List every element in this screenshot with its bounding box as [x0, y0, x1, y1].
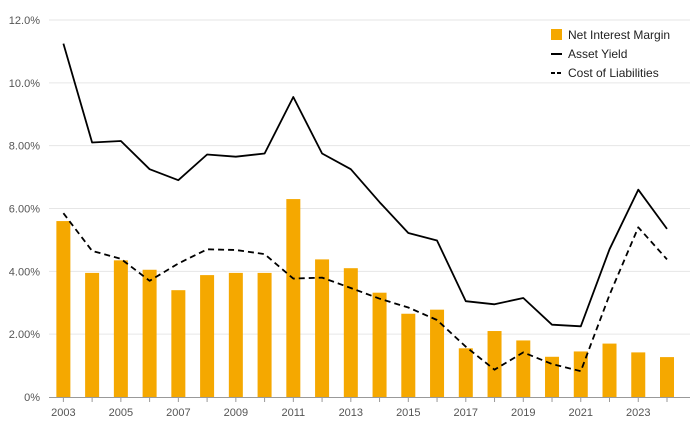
bar: [257, 272, 272, 397]
x-tick-label: 2007: [166, 407, 190, 419]
bar-series-net-interest-margin: [56, 199, 675, 397]
bar: [660, 357, 675, 397]
bar: [430, 309, 445, 397]
bar: [487, 331, 502, 397]
bar: [315, 259, 330, 397]
y-tick-label: 10.0%: [9, 78, 40, 90]
axes: 0% 2.00% 4.00% 6.00% 8.00% 10.0% 12.0% 2003 2005…: [9, 15, 690, 419]
bar: [516, 340, 531, 397]
legend-label: Cost of Liabilities: [568, 66, 659, 80]
y-tick-label: 4.00%: [9, 266, 40, 278]
series-line-cost-of-liabilities: [62, 212, 668, 373]
line-series: [62, 43, 668, 373]
bar: [200, 275, 215, 397]
bar: [545, 356, 560, 397]
bar: [171, 290, 186, 397]
bar: [142, 269, 157, 397]
x-tick-label: 2009: [224, 407, 248, 419]
legend-label: Net Interest Margin: [568, 28, 670, 42]
y-tick-label: 0%: [24, 392, 40, 404]
bar: [401, 313, 416, 397]
bar: [56, 221, 71, 397]
bar: [372, 292, 387, 397]
bar: [458, 348, 473, 397]
legend: Net Interest Margin Asset Yield Cost of Li…: [551, 28, 670, 80]
bar: [228, 272, 243, 397]
x-tick-label: 2019: [511, 407, 535, 419]
y-tick-label: 6.00%: [9, 204, 40, 216]
x-tick-label: 2015: [396, 407, 420, 419]
x-tick-label: 2011: [281, 407, 305, 419]
bar: [286, 199, 301, 397]
x-tick-label: 2013: [339, 407, 363, 419]
y-tick-label: 12.0%: [9, 15, 40, 27]
bar: [85, 272, 100, 397]
bar: [113, 260, 128, 397]
x-tick-label: 2023: [626, 407, 650, 419]
y-tick-label: 8.00%: [9, 141, 40, 153]
x-tick-label: 2021: [569, 407, 593, 419]
bar: [631, 352, 646, 397]
x-tick-label: 2003: [51, 407, 75, 419]
legend-swatch-net-interest-margin: [551, 29, 562, 40]
x-tick-label: 2017: [454, 407, 478, 419]
y-tick-label: 2.00%: [9, 329, 40, 341]
bar: [602, 343, 617, 397]
legend-label: Asset Yield: [568, 47, 627, 61]
series-line-asset-yield: [62, 43, 668, 328]
bar: [343, 268, 358, 397]
x-tick-label: 2005: [109, 407, 133, 419]
